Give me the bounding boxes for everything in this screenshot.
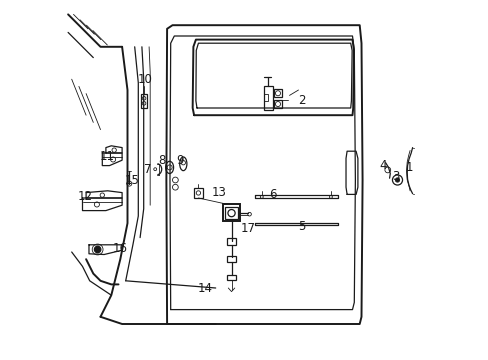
Bar — [223, 204, 240, 221]
Text: 3: 3 — [391, 170, 399, 183]
Bar — [194, 188, 203, 198]
Text: 10: 10 — [138, 73, 153, 86]
Bar — [225, 207, 237, 219]
Bar — [264, 94, 267, 101]
Bar — [273, 89, 282, 97]
Text: 6: 6 — [269, 188, 277, 201]
Text: 17: 17 — [240, 222, 255, 235]
Text: 13: 13 — [211, 186, 226, 199]
Circle shape — [394, 178, 399, 182]
Bar — [226, 275, 236, 280]
Text: 9: 9 — [176, 154, 183, 167]
Text: 15: 15 — [124, 174, 140, 186]
Text: 4: 4 — [379, 159, 386, 172]
Text: 5: 5 — [298, 220, 305, 233]
Text: 12: 12 — [78, 190, 93, 203]
Circle shape — [94, 246, 101, 253]
Text: 11: 11 — [99, 150, 114, 163]
Bar — [141, 94, 147, 108]
Text: 1: 1 — [405, 161, 412, 174]
Bar — [227, 238, 236, 245]
Text: 8: 8 — [158, 154, 165, 167]
Bar — [273, 100, 282, 108]
Bar — [264, 86, 273, 110]
Text: 14: 14 — [197, 282, 212, 294]
Text: 7: 7 — [143, 163, 151, 176]
Text: 16: 16 — [113, 242, 127, 255]
Text: 2: 2 — [298, 94, 305, 107]
Bar — [227, 256, 236, 262]
